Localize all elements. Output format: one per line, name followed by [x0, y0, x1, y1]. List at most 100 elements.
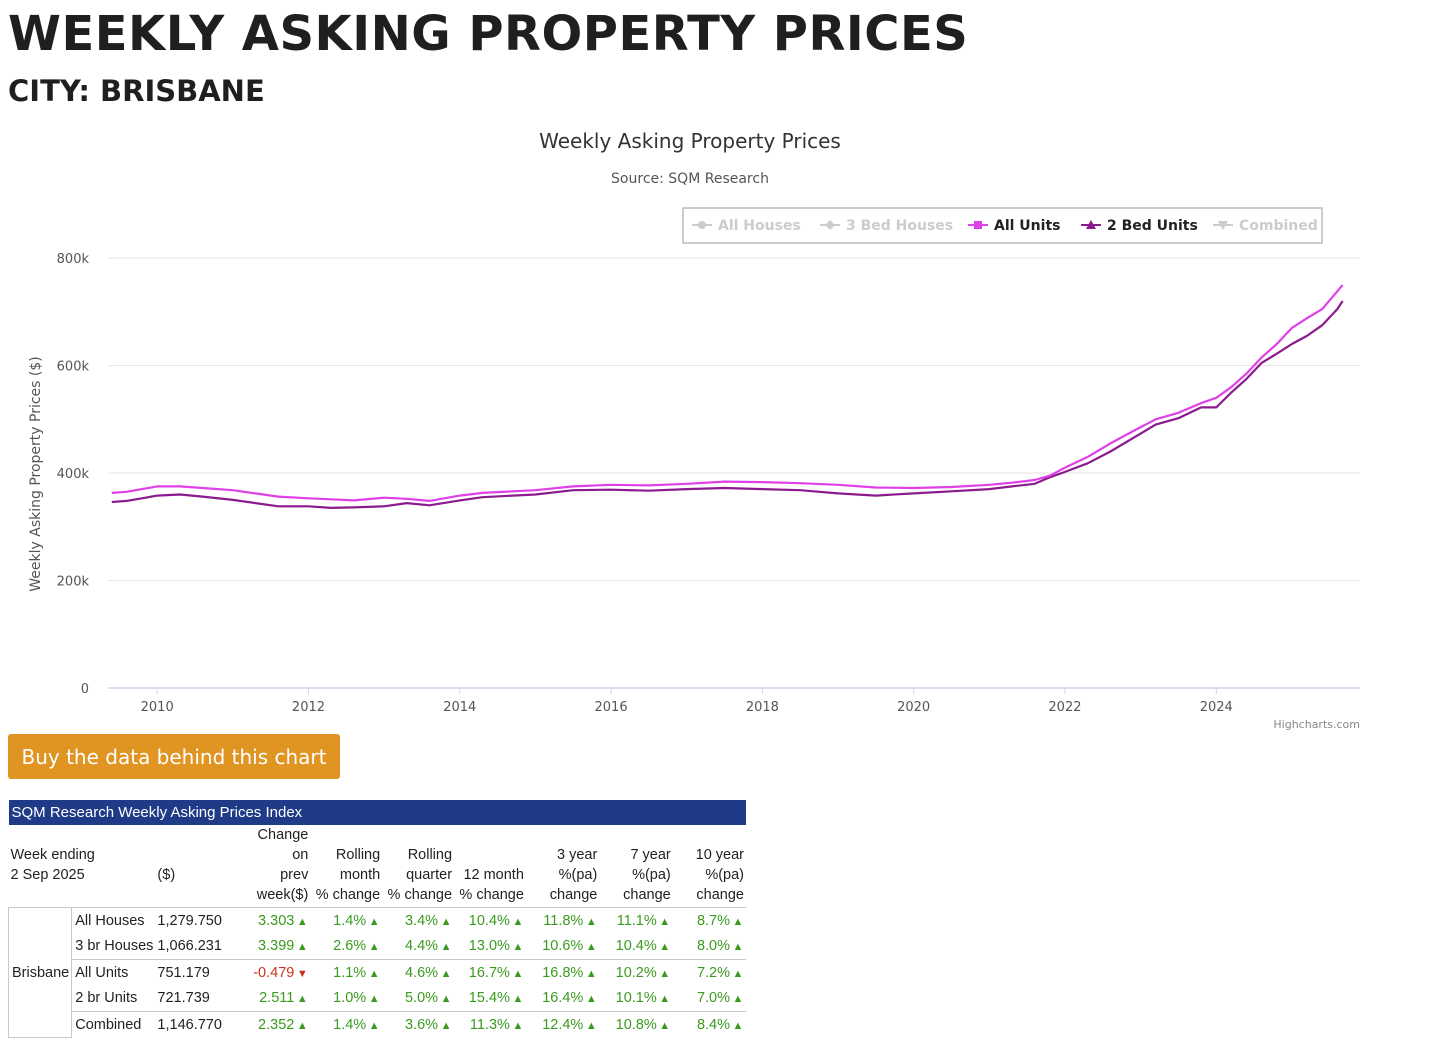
row-label: 3 br Houses: [71, 933, 156, 960]
table-row: 3 br Houses 1,066.231 3.399 ▲ 2.6% ▲ 4.4% ▲ 13.0…: [9, 933, 746, 960]
up-arrow-icon: ▲: [368, 993, 380, 1006]
header-quarter-line3: % change: [387, 887, 453, 903]
legend-label-all-units: All Units: [994, 218, 1060, 234]
chart-series: [111, 284, 1344, 509]
row-month-change: 1.0%: [333, 990, 367, 1007]
row-y3-change: 11.8%: [543, 912, 584, 929]
row-label: Combined: [75, 1016, 142, 1033]
row-m12-change: 10.4%: [468, 912, 510, 929]
series-line-all-units[interactable]: [111, 284, 1344, 502]
up-arrow-icon: ▲: [659, 1019, 671, 1032]
row-prev-change: 3.303: [258, 912, 295, 929]
up-arrow-icon: ▲: [732, 941, 744, 954]
row-y3-change: 16.4%: [542, 990, 584, 1007]
x-tick-label: 2020: [897, 700, 930, 715]
row-prev-change: 2.352: [258, 1016, 295, 1033]
row-m12-change: 16.7%: [468, 964, 510, 981]
page-title: WEEKLY ASKING PROPERTY PRICES: [8, 6, 969, 62]
table-row: 2 br Units 721.739 2.511 ▲ 1.0% ▲ 5.0% ▲ 15.4% ▲ 1…: [9, 985, 746, 1012]
legend-item-2-bed-units[interactable]: 2 Bed Units: [1081, 218, 1198, 234]
x-tick-label: 2018: [746, 700, 779, 715]
row-m12-change: 11.3%: [469, 1016, 510, 1033]
x-tick-label: 2010: [141, 700, 174, 715]
row-price: 1,066.231: [155, 933, 243, 960]
buy-data-button[interactable]: Buy the data behind this chart: [8, 734, 340, 779]
series-line-2-bed-units[interactable]: [111, 300, 1344, 509]
legend-item-3-bed-houses[interactable]: 3 Bed Houses: [820, 218, 953, 234]
row-quarter-change: 3.4%: [404, 912, 439, 929]
row-m12-change: 15.4%: [468, 990, 510, 1007]
y-tick-label: 600k: [57, 360, 90, 375]
chart-title: Weekly Asking Property Prices: [539, 129, 841, 153]
row-y7-change: 10.2%: [615, 964, 657, 981]
triangle-icon: [1086, 220, 1096, 229]
row-month-change: 1.1%: [333, 964, 367, 981]
header-change-line4: week($): [256, 887, 309, 903]
table-header-row: Week ending 2 Sep 2025 ($) Change on prev we…: [8, 825, 746, 908]
up-arrow-icon: ▲: [296, 941, 308, 954]
header-10y-line3: change: [696, 887, 744, 903]
header-quarter-line2: quarter: [406, 867, 453, 883]
legend-item-combined[interactable]: Combined: [1213, 218, 1318, 234]
row-month-change: 1.4%: [333, 1016, 367, 1033]
row-y10-change: 7.0%: [696, 990, 730, 1007]
up-arrow-icon: ▲: [585, 915, 597, 928]
week-ending-label: Week ending: [10, 847, 95, 863]
row-month-change: 2.6%: [333, 938, 367, 955]
legend-label-all-houses: All Houses: [718, 218, 801, 234]
up-arrow-icon: ▲: [512, 993, 524, 1006]
up-arrow-icon: ▲: [659, 941, 671, 954]
legend-item-all-houses[interactable]: All Houses: [692, 218, 801, 234]
header-12m-line2: % change: [459, 887, 524, 903]
up-arrow-icon: ▲: [512, 1019, 524, 1032]
up-arrow-icon: ▲: [732, 967, 744, 980]
header-change-line1: Change: [257, 827, 309, 843]
legend-label-3-bed-houses: 3 Bed Houses: [846, 218, 953, 234]
legend-label-combined: Combined: [1239, 218, 1318, 234]
up-arrow-icon: ▲: [296, 1019, 308, 1032]
legend-item-all-units[interactable]: All Units: [968, 218, 1060, 234]
row-y10-change: 8.7%: [696, 912, 730, 929]
row-label: 2 br Units: [71, 985, 156, 1012]
row-label: All Houses: [75, 912, 145, 929]
row-y7-change: 10.1%: [615, 990, 657, 1007]
table-caption: SQM Research Weekly Asking Prices Index: [8, 800, 746, 825]
header-7y-line3: change: [623, 887, 671, 903]
x-tick-label: 2012: [292, 700, 325, 715]
x-tick-label: 2016: [595, 700, 628, 715]
up-arrow-icon: ▲: [440, 967, 452, 980]
up-arrow-icon: ▲: [296, 993, 308, 1006]
up-arrow-icon: ▲: [368, 967, 380, 980]
row-label: All Units: [75, 964, 129, 981]
up-arrow-icon: ▲: [368, 1019, 380, 1032]
row-y3-change: 12.4%: [542, 1016, 584, 1033]
y-axis-ticks: 0 200k 400k 600k 800k: [57, 252, 90, 697]
header-7y-line2: %(pa): [632, 867, 671, 883]
row-y10-change: 8.4%: [696, 1016, 730, 1033]
header-7y-line1: 7 year: [630, 847, 671, 863]
up-arrow-icon: ▲: [512, 967, 524, 980]
header-3y-line3: change: [549, 887, 598, 903]
chart-legend: All Houses 3 Bed Houses All Units 2 Bed …: [682, 207, 1323, 244]
chart-credit[interactable]: Highcharts.com: [1273, 718, 1360, 730]
row-price: 751.179: [157, 964, 210, 981]
city-cell: Brisbane: [7, 907, 73, 1038]
row-month-change: 1.4%: [333, 912, 367, 929]
row-prev-change: 2.511: [259, 990, 295, 1007]
header-month-line3: % change: [315, 887, 381, 903]
legend-label-2-bed-units: 2 Bed Units: [1107, 218, 1198, 234]
row-quarter-change: 4.4%: [404, 938, 439, 955]
up-arrow-icon: ▲: [296, 915, 308, 928]
x-tick-label: 2014: [443, 700, 476, 715]
up-arrow-icon: ▲: [440, 993, 452, 1006]
header-change-line3: prev: [280, 867, 309, 883]
up-arrow-icon: ▲: [732, 915, 744, 928]
header-month-line2: month: [339, 867, 381, 883]
header-3y-line2: %(pa): [558, 867, 598, 883]
row-y10-change: 7.2%: [696, 964, 730, 981]
y-tick-label: 200k: [57, 575, 90, 590]
header-month-line1: Rolling: [335, 847, 381, 863]
up-arrow-icon: ▲: [659, 915, 671, 928]
row-y7-change: 10.8%: [615, 1016, 657, 1033]
row-prev-change: -0.479: [253, 964, 295, 981]
